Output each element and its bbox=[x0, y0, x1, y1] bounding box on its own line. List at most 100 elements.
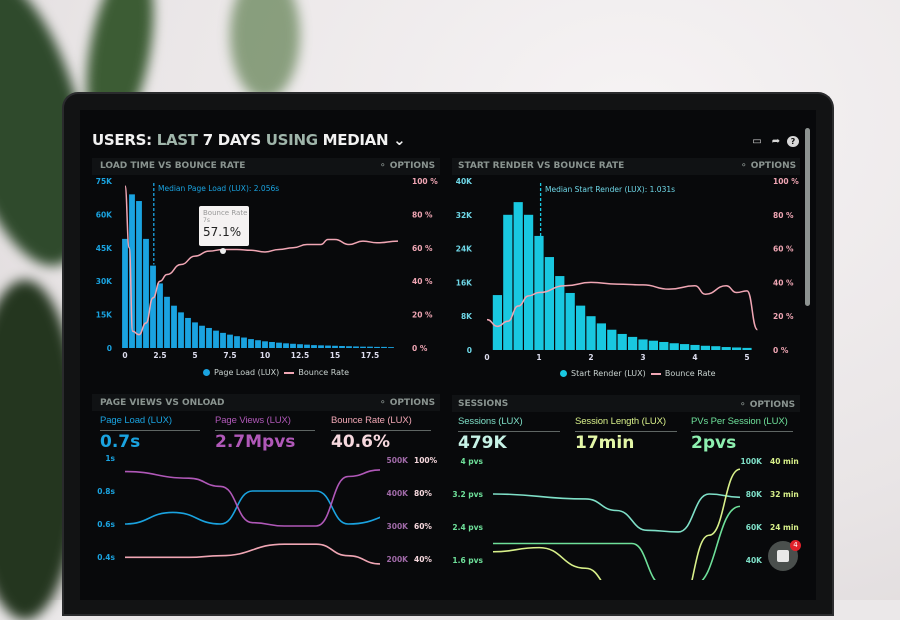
legend-label[interactable]: Bounce Rate bbox=[298, 368, 350, 377]
histogram-bar bbox=[628, 336, 638, 350]
axis-tick-label: 0 % bbox=[773, 346, 789, 355]
options-button[interactable]: ⚬ OPTIONS bbox=[740, 161, 796, 171]
histogram-bar bbox=[596, 323, 606, 350]
divider bbox=[691, 431, 793, 432]
axis-tick-label: 40 % bbox=[773, 278, 794, 287]
histogram-bar bbox=[544, 257, 554, 350]
panel-header-pv bbox=[92, 394, 440, 411]
chat-button[interactable] bbox=[768, 541, 798, 571]
histogram-bar bbox=[700, 345, 710, 350]
title-metric: MEDIAN bbox=[322, 131, 389, 149]
options-button[interactable]: ⚬ OPTIONS bbox=[379, 398, 435, 408]
axis-tick-label: 2.4 pvs bbox=[452, 523, 483, 532]
gear-icon: ⚬ bbox=[739, 400, 750, 410]
panel-header-render bbox=[452, 158, 800, 175]
histogram-bar bbox=[721, 347, 731, 350]
axis-tick-label: 100 % bbox=[412, 177, 438, 186]
options-button[interactable]: ⚬ OPTIONS bbox=[739, 400, 795, 410]
title-word: LAST bbox=[156, 131, 198, 149]
axis-tick-label: 100 % bbox=[773, 177, 799, 186]
gear-icon: ⚬ bbox=[740, 161, 751, 171]
x-tick-label: 5 bbox=[744, 353, 749, 362]
axis-tick-label: 60 % bbox=[412, 244, 433, 253]
histogram-bar bbox=[178, 312, 184, 348]
histogram-bar bbox=[732, 347, 742, 350]
title-range: 7 DAYS bbox=[202, 131, 261, 149]
divider bbox=[331, 430, 431, 431]
chevron-down-icon[interactable]: ⌄ bbox=[393, 131, 406, 149]
axis-tick-label: 400K bbox=[387, 489, 410, 498]
title-word: USING bbox=[265, 131, 318, 149]
histogram-bar bbox=[227, 334, 233, 348]
panel-header-load bbox=[92, 158, 440, 175]
legend-swatch bbox=[650, 372, 661, 375]
series-line bbox=[493, 505, 740, 580]
series-line bbox=[124, 490, 380, 525]
x-tick-label: 0 bbox=[484, 353, 489, 362]
axis-tick-label: 3.2 pvs bbox=[452, 490, 483, 499]
histogram-bar bbox=[136, 201, 142, 348]
help-icon[interactable]: ? bbox=[787, 136, 799, 147]
axis-tick-label: 80K bbox=[746, 490, 763, 499]
histogram-bar bbox=[555, 276, 565, 350]
gear-icon: ⚬ bbox=[379, 161, 390, 171]
axis-tick-label: 60K bbox=[96, 210, 113, 219]
axis-tick-label: 40 min bbox=[770, 457, 799, 466]
histogram-bar bbox=[648, 340, 658, 350]
histogram-bar bbox=[381, 346, 387, 348]
median-label: Median Start Render (LUX): 1.031s bbox=[545, 185, 676, 194]
gear-icon: ⚬ bbox=[379, 398, 390, 408]
histogram-bar bbox=[241, 337, 247, 348]
axis-tick-label: 0.8s bbox=[97, 487, 115, 496]
median-label: Median Page Load (LUX): 2.056s bbox=[158, 184, 280, 193]
legend-label[interactable]: Bounce Rate bbox=[664, 369, 716, 378]
panel-title: LOAD TIME VS BOUNCE RATE bbox=[100, 161, 246, 171]
kpi-value: 0.7s bbox=[100, 432, 141, 452]
axis-tick-label: 500K bbox=[387, 456, 410, 465]
x-tick-label: 5 bbox=[192, 351, 197, 360]
bounce-rate-line bbox=[486, 281, 759, 331]
histogram-bar bbox=[742, 347, 752, 350]
histogram-bar bbox=[346, 346, 352, 348]
histogram-bar bbox=[157, 283, 163, 348]
share-icon[interactable]: ➦ bbox=[771, 136, 781, 147]
x-tick-label: 17.5 bbox=[361, 351, 380, 360]
histogram-bar bbox=[374, 346, 380, 348]
histogram-bar bbox=[607, 329, 617, 350]
legend-render: Start Render (LUX) Bounce Rate bbox=[560, 369, 716, 378]
axis-tick-label: 20 % bbox=[412, 311, 433, 320]
histogram-bar bbox=[513, 202, 523, 350]
legend-label[interactable]: Start Render (LUX) bbox=[571, 369, 646, 378]
histogram-bar bbox=[318, 345, 324, 348]
tooltip-label: Bounce Rate bbox=[203, 209, 248, 217]
kpi-value: 17min bbox=[575, 433, 635, 453]
options-label: OPTIONS bbox=[389, 398, 436, 408]
x-tick-label: 2 bbox=[588, 353, 593, 362]
axis-tick-label: 200K bbox=[387, 555, 410, 564]
options-button[interactable]: ⚬ OPTIONS bbox=[379, 161, 435, 171]
x-tick-label: 12.5 bbox=[291, 351, 310, 360]
histogram-bar bbox=[492, 295, 502, 350]
options-label: OPTIONS bbox=[750, 161, 797, 171]
histogram-bar bbox=[171, 305, 177, 348]
legend-label[interactable]: Page Load (LUX) bbox=[214, 368, 280, 377]
histogram-bar bbox=[234, 336, 240, 348]
x-tick-label: 7.5 bbox=[223, 351, 236, 360]
histogram-bar bbox=[248, 339, 254, 348]
page-title[interactable]: USERS: LAST 7 DAYS USING MEDIAN ⌄ bbox=[92, 131, 406, 149]
axis-tick-label: 0.4s bbox=[97, 553, 115, 562]
histogram-bar bbox=[122, 238, 128, 348]
kpi-value: 2pvs bbox=[691, 433, 737, 453]
axis-tick-label: 0 bbox=[467, 346, 472, 355]
scrollbar[interactable] bbox=[805, 128, 810, 306]
kpi-label: Page Load (LUX) bbox=[100, 415, 172, 426]
histogram-bar bbox=[290, 343, 296, 348]
panel-title: SESSIONS bbox=[458, 399, 509, 409]
axis-tick-label: 100% bbox=[414, 456, 438, 465]
histogram-bar bbox=[143, 238, 149, 348]
monitor-icon[interactable]: ▭ bbox=[752, 136, 762, 147]
axis-tick-label: 45K bbox=[96, 244, 113, 253]
axis-tick-label: 0.6s bbox=[97, 520, 115, 529]
axis-tick-label: 24 min bbox=[770, 523, 799, 532]
